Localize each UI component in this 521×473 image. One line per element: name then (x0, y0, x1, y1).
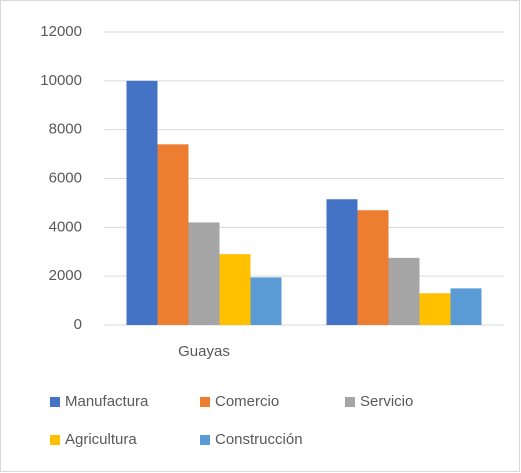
y-tick-label: 8000 (49, 121, 82, 138)
bar (388, 257, 420, 325)
bar (326, 199, 358, 325)
y-tick-label: 4000 (49, 218, 82, 235)
legend-swatch (50, 435, 60, 445)
y-tick-label: 2000 (49, 267, 82, 284)
legend-label: Servicio (360, 393, 413, 410)
bar (219, 254, 251, 325)
legend-swatch (50, 397, 60, 407)
bar (450, 288, 482, 325)
legend-label: Agricultura (65, 431, 137, 448)
bar (357, 210, 389, 325)
bar (188, 222, 220, 325)
legend-swatch (200, 397, 210, 407)
bar (157, 144, 189, 325)
bar (250, 277, 282, 325)
legend-label: Manufactura (65, 393, 149, 410)
legend-swatch (345, 397, 355, 407)
y-tick-label: 12000 (40, 23, 82, 40)
bar (126, 80, 158, 325)
y-tick-label: 10000 (40, 72, 82, 89)
legend-label: Comercio (215, 393, 279, 410)
y-tick-label: 0 (74, 316, 82, 333)
x-tick-label: Guayas (178, 343, 230, 360)
legend-label: Construcción (215, 431, 303, 448)
legend-swatch (200, 435, 210, 445)
bar (419, 293, 451, 325)
y-tick-label: 6000 (49, 169, 82, 186)
